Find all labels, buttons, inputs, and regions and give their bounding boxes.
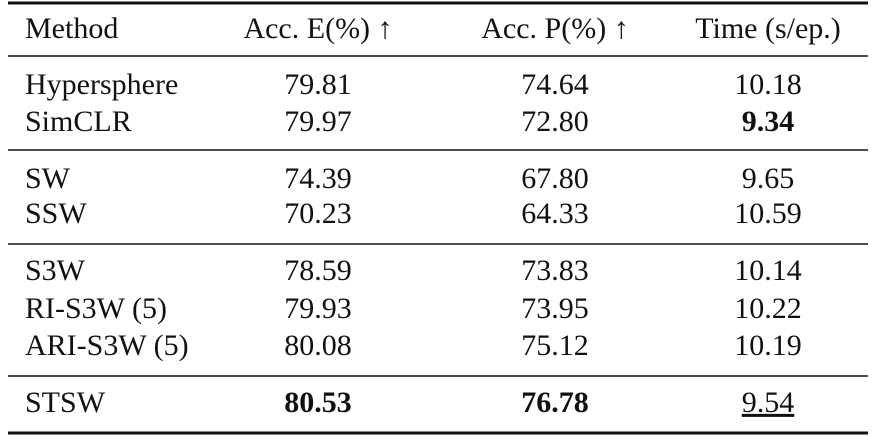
cell-value: 10.14 — [734, 254, 802, 287]
cell-value: 80.08 — [284, 329, 352, 362]
method-name: STSW — [25, 386, 106, 419]
cell-value: 64.33 — [521, 197, 589, 230]
cell-value: 73.95 — [521, 292, 589, 325]
cell-value: 9.65 — [742, 162, 795, 195]
cell-value: 75.12 — [521, 329, 589, 362]
cell-value: 10.18 — [734, 68, 802, 101]
method-name: S3W — [25, 254, 86, 287]
method-name: SSW — [25, 197, 87, 230]
cell-value: 67.80 — [521, 162, 589, 195]
column-header: Method — [25, 12, 118, 45]
cell-value: 80.53 — [284, 386, 352, 419]
method-name: SW — [25, 162, 71, 195]
column-header: Time (s/ep.) — [695, 12, 841, 45]
column-header: Acc. P(%) ↑ — [481, 12, 628, 45]
method-name: RI-S3W (5) — [25, 292, 167, 325]
cell-value: 72.80 — [521, 105, 589, 138]
method-name: Hypersphere — [25, 68, 178, 101]
cell-value: 9.34 — [742, 105, 795, 138]
cell-value: 73.83 — [521, 254, 589, 287]
cell-value: 10.22 — [734, 292, 802, 325]
cell-value: 79.93 — [284, 292, 352, 325]
cell-value: 74.64 — [521, 68, 589, 101]
cell-value: 76.78 — [521, 386, 589, 419]
cell-value: 10.19 — [734, 329, 802, 362]
cell-value: 70.23 — [284, 197, 352, 230]
method-name: SimCLR — [25, 105, 132, 138]
cell-value: 79.97 — [284, 105, 352, 138]
column-header: Acc. E(%) ↑ — [243, 12, 392, 45]
cell-value: 79.81 — [284, 68, 352, 101]
cell-value: 78.59 — [284, 254, 352, 287]
cell-value: 9.54 — [742, 386, 795, 419]
method-name: ARI-S3W (5) — [25, 329, 189, 362]
cell-value: 74.39 — [284, 162, 352, 195]
cell-value: 10.59 — [734, 197, 802, 230]
